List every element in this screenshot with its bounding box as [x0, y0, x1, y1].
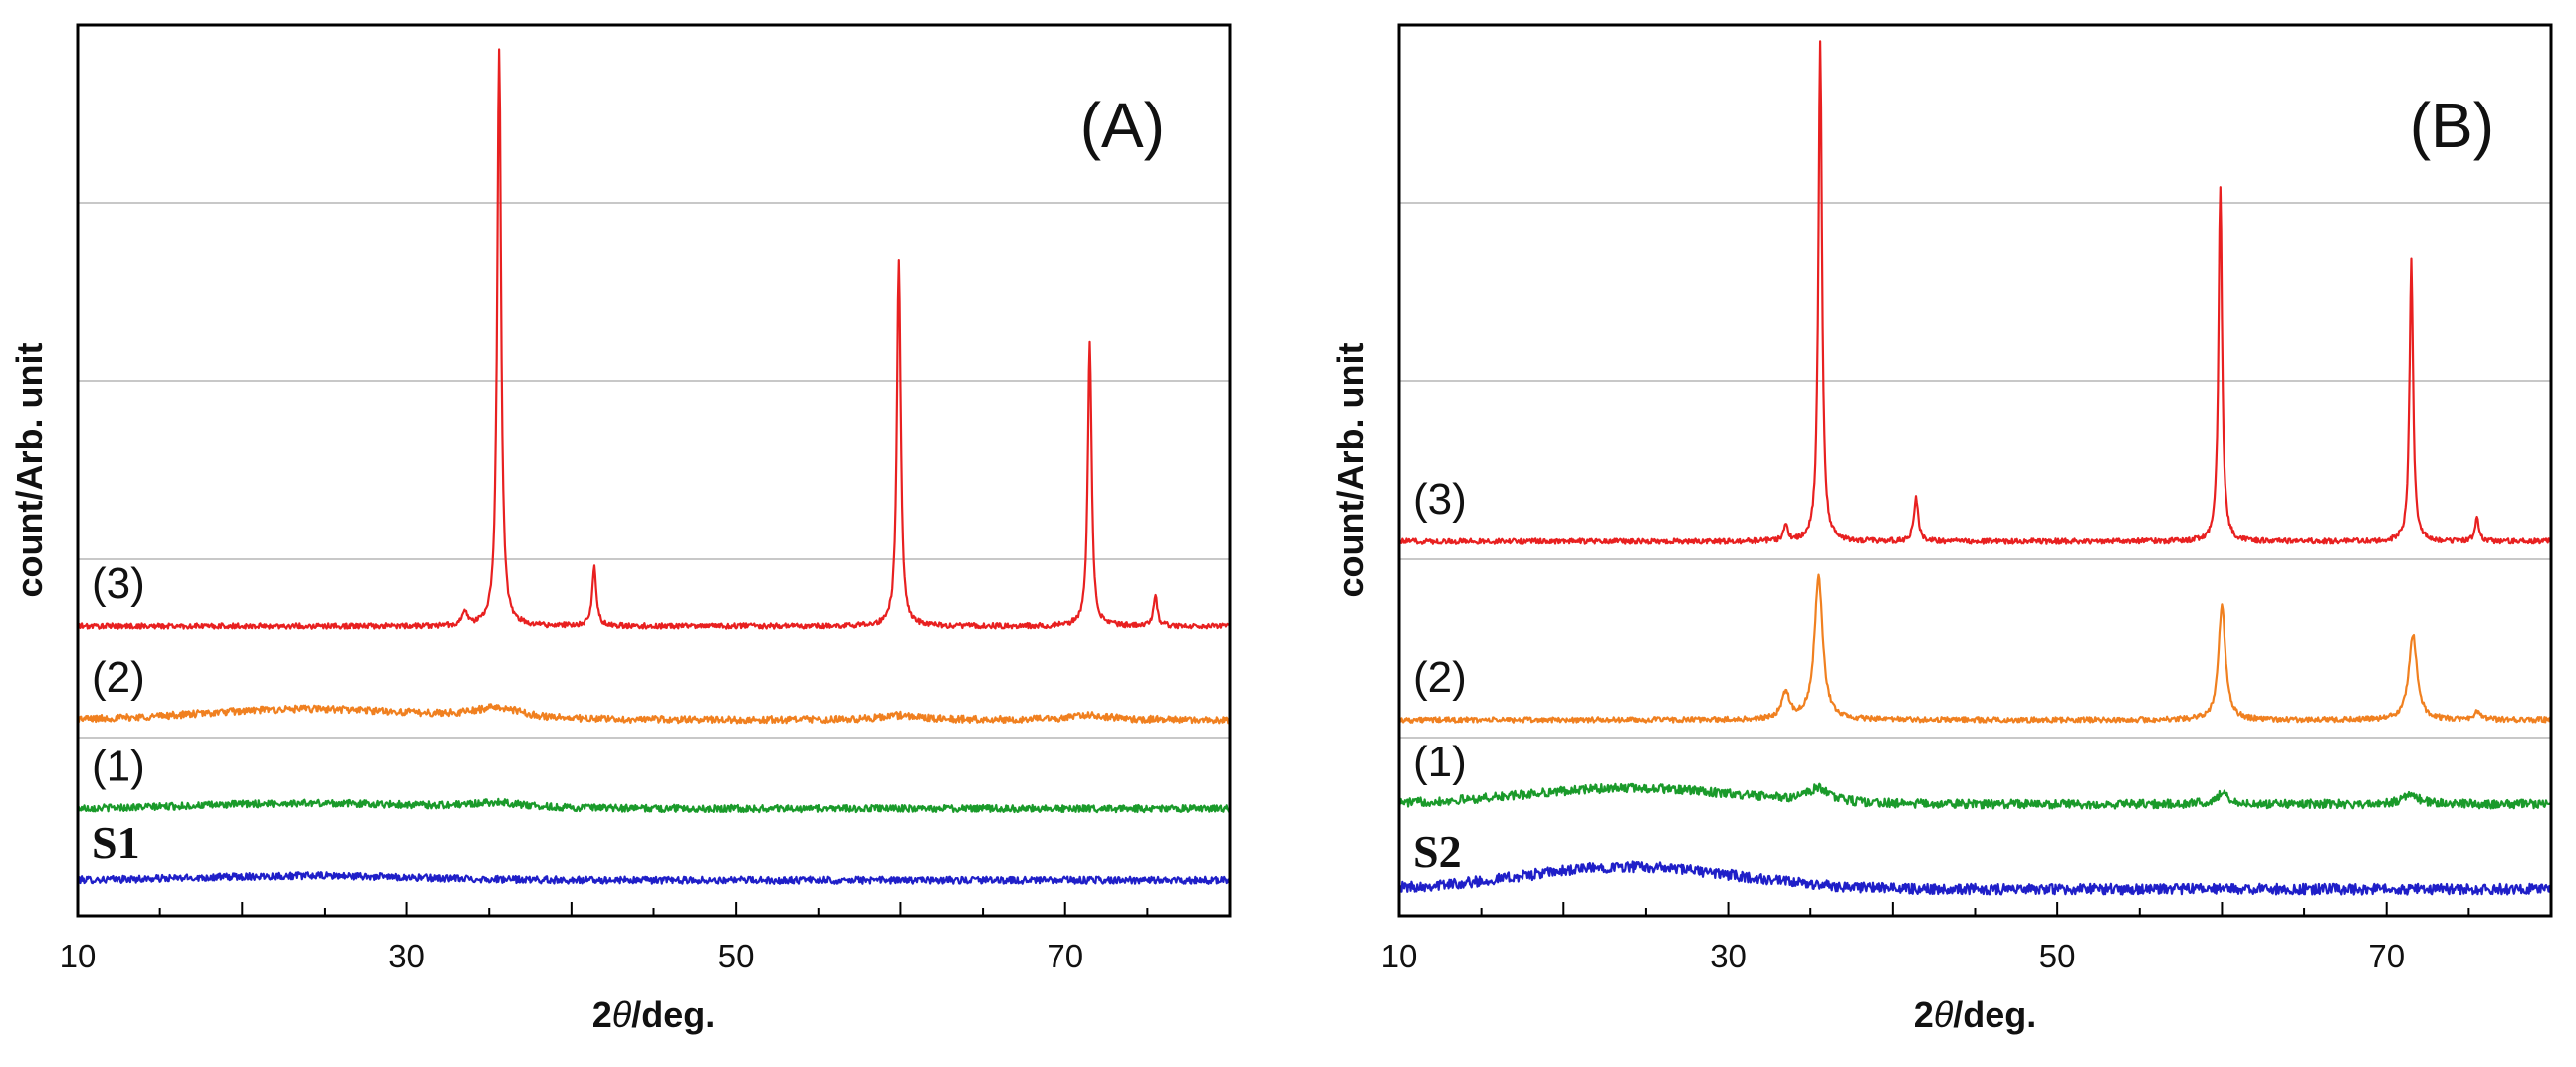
panel-b-curve-label: S2: [1413, 826, 1462, 877]
panel-b-series-3: [1398, 40, 2553, 545]
panel-a-x-axis-label-theta: θ: [612, 994, 632, 1035]
panel-a-x-tick-label: 30: [388, 938, 425, 974]
panel-a-x-axis-label: 2θ/deg.: [592, 994, 716, 1035]
panel-b-series-2: [1397, 573, 2553, 724]
panel-b-x-tick-label: 30: [1710, 938, 1747, 974]
panel-b-curve-label: (2): [1413, 653, 1467, 702]
panel-b-curve-labels: S2 (1) (2) (3): [1413, 475, 1467, 877]
panel-a-plot-frame: [76, 23, 1232, 918]
panel-a-x-tick-label: 10: [60, 938, 97, 974]
panel-b-x-axis-label-theta: θ: [1934, 994, 1954, 1035]
panel-b-x-axis-label-prefix: 2: [1914, 994, 1934, 1035]
panel-a-series-S1: [76, 871, 1232, 885]
panel-b-gridlines: [1399, 202, 2551, 739]
panel-b-series-1: [1397, 782, 2553, 810]
panel-a-label: (A): [1080, 90, 1165, 161]
panel-a-x-axis-label-suffix: /deg.: [631, 994, 715, 1035]
panel-b-x-tick-label: 70: [2368, 938, 2405, 974]
panel-b-plot-frame: [1397, 23, 2553, 918]
panel-a-curve-label: (1): [92, 743, 145, 791]
panel-a-series-2: [76, 703, 1232, 725]
panel-b-label: (B): [2410, 90, 2494, 161]
panel-b: 10 30 50 70 S2 (1) (2) (3) (B) 2θ/deg. count/A…: [1330, 23, 2553, 1035]
panel-b-ticks: [1480, 902, 2470, 916]
panel-b-y-axis-label: count/Arb. unit: [1330, 343, 1371, 598]
panel-a-curve-label: S1: [92, 817, 140, 868]
panel-b-tick-labels: 10 30 50 70: [1381, 938, 2405, 974]
panel-b-curve-label: (3): [1413, 475, 1467, 524]
panel-a-x-axis-label-prefix: 2: [592, 994, 612, 1035]
panel-a-curve-label: (2): [92, 653, 145, 702]
panel-b-series-S2: [1398, 860, 2552, 896]
panel-b-x-tick-label: 50: [2039, 938, 2076, 974]
panel-b-x-axis-label-suffix: /deg.: [1953, 994, 2036, 1035]
panel-a-curve-labels: S1 (1) (2) (3): [92, 559, 145, 868]
panel-a-curve-label: (3): [92, 559, 145, 608]
panel-a-x-tick-label: 50: [718, 938, 755, 974]
panel-b-x-axis-label: 2θ/deg.: [1914, 994, 2037, 1035]
panel-b-curve-label: (1): [1413, 738, 1467, 786]
panel-b-x-tick-label: 10: [1381, 938, 1418, 974]
panel-a-y-axis-label: count/Arb. unit: [9, 343, 50, 598]
panel-a-x-tick-label: 70: [1047, 938, 1083, 974]
panel-b-series: [1397, 40, 2553, 896]
panel-a-tick-labels: 10 30 50 70: [60, 938, 1083, 974]
panel-a: 10 30 50 70 S1 (1) (2) (3) (A) 2θ/deg. count/A…: [9, 23, 1232, 1035]
panel-a-series-3: [77, 48, 1231, 630]
panel-a-gridlines: [78, 202, 1230, 739]
panel-a-series: [76, 48, 1232, 885]
panel-a-series-1: [77, 797, 1232, 814]
panel-a-ticks: [158, 902, 1149, 916]
